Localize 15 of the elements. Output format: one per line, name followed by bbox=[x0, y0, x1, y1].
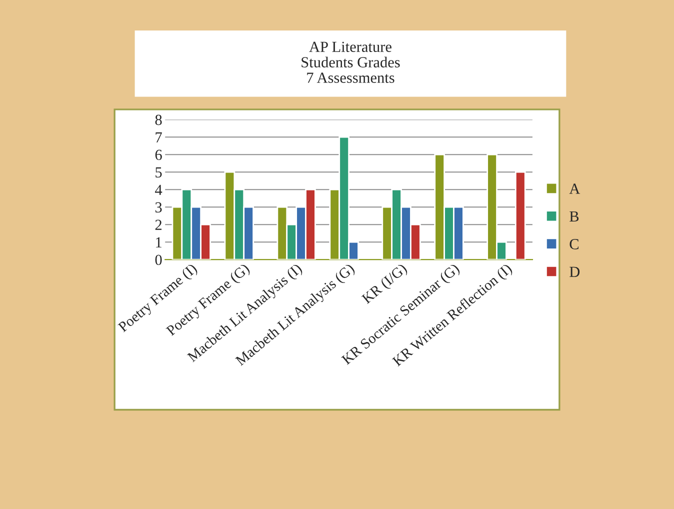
y-tick-label: 0 bbox=[155, 254, 162, 266]
y-tick-label: 1 bbox=[156, 237, 162, 248]
y-tick-label: 3 bbox=[155, 202, 162, 213]
y-tick-label: 4 bbox=[155, 184, 162, 195]
legend-label: B bbox=[570, 211, 579, 222]
legend-label: D bbox=[570, 266, 580, 277]
y-tick-label: 7 bbox=[156, 132, 162, 142]
y-tick-label: 2 bbox=[155, 220, 162, 230]
y-tick-label: 8 bbox=[155, 114, 162, 126]
bar bbox=[514, 171, 526, 260]
legend-label: A bbox=[569, 184, 580, 194]
y-tick-label: 6 bbox=[155, 150, 162, 160]
legend-label: C bbox=[570, 239, 578, 250]
y-tick-label: 5 bbox=[156, 167, 162, 178]
chart-title: AP Literature Students Grades 7 Assessments bbox=[302, 42, 400, 83]
